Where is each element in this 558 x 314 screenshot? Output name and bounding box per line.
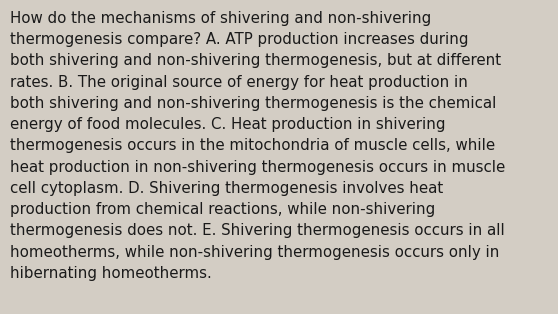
Text: How do the mechanisms of shivering and non-shivering
thermogenesis compare? A. A: How do the mechanisms of shivering and n… bbox=[10, 11, 506, 281]
